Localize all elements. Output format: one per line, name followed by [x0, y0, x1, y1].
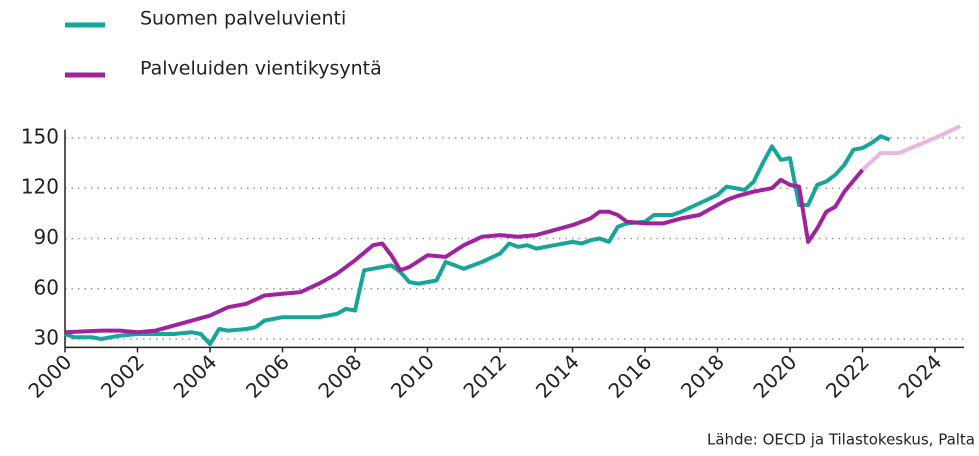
series-line [64, 168, 865, 335]
x-tick-label: 2000 [23, 350, 76, 403]
x-tick-label: 2008 [313, 350, 366, 403]
y-tick-label: 30 [34, 326, 59, 350]
x-tick-label: 2024 [893, 350, 946, 403]
y-tick-label: 150 [21, 124, 59, 148]
x-tick-label: 2018 [676, 350, 729, 403]
x-tick-label: 2016 [603, 350, 656, 403]
y-tick-label: 90 [34, 225, 59, 249]
x-tick-label: 2022 [821, 350, 874, 403]
y-tick-label: 60 [34, 275, 59, 299]
legend-label: Palveluiden vientikysyntä [140, 58, 382, 80]
y-tick-label: 120 [21, 175, 59, 199]
x-tick-label: 2020 [748, 350, 801, 403]
series-line [64, 134, 891, 346]
legend-label: Suomen palveluvienti [140, 8, 346, 30]
source: Lähde: OECD ja Tilastokeskus, Palta [707, 431, 975, 449]
x-tick-label: 2004 [168, 350, 221, 403]
x-tick-label: 2010 [386, 350, 439, 403]
x-tick-label: 2012 [458, 350, 511, 403]
x-tick-label: 2006 [241, 350, 294, 403]
x-tick-label: 2002 [96, 350, 149, 403]
series-line [861, 124, 962, 172]
x-tick-label: 2014 [531, 350, 584, 403]
